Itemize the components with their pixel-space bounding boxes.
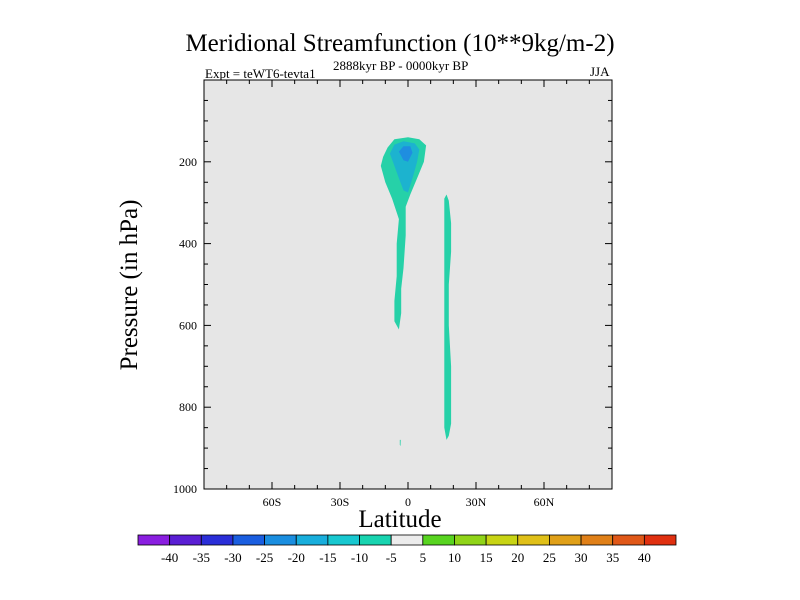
colorbar-swatch [390, 534, 424, 546]
x-tick-label: 30S [331, 495, 350, 509]
colorbar-swatch [359, 534, 392, 546]
colorbar-swatch [454, 534, 487, 546]
colorbar-swatch [485, 534, 519, 546]
contour-surface-sliver [399, 439, 401, 447]
colorbar-label: 30 [575, 550, 588, 565]
x-axis-label: Latitude [358, 506, 442, 533]
colorbar-label: -5 [386, 550, 397, 565]
x-tick-label: 30N [466, 495, 487, 509]
colorbar: -40 -35 -30 -25 -20 -15 -10 -5 5 10 15 20 25 30 35 40 [137, 534, 677, 565]
colorbar-swatch [327, 534, 360, 546]
contour-regions [380, 137, 452, 447]
x-tick-label: 60N [534, 495, 555, 509]
colorbar-swatch [549, 534, 582, 546]
y-tick-label: 1000 [173, 482, 197, 496]
chart-title: Meridional Streamfunction (10**9kg/m-2) [185, 30, 615, 57]
colorbar-label: 10 [448, 550, 461, 565]
colorbar-swatch [232, 534, 265, 546]
axis-ticks: 60S 30S 0 30N 60N 200 400 600 800 1000 [173, 80, 612, 509]
colorbar-label: -40 [161, 550, 178, 565]
x-tick-label: 0 [405, 495, 411, 509]
colorbar-label: 20 [511, 550, 524, 565]
colorbar-swatch [137, 534, 171, 546]
colorbar-label: 40 [638, 550, 651, 565]
contour-southern-cell-moderate [389, 141, 420, 193]
colorbar-swatch [580, 534, 614, 546]
colorbar-label: 35 [606, 550, 619, 565]
colorbar-label: -10 [351, 550, 368, 565]
colorbar-label: -15 [319, 550, 336, 565]
colorbar-swatch [422, 534, 455, 546]
colorbar-label: -30 [224, 550, 241, 565]
colorbar-swatch [612, 534, 645, 546]
colorbar-swatch [517, 534, 550, 546]
colorbar-swatch [643, 534, 677, 546]
colorbar-swatch [295, 534, 329, 546]
x-tick-label: 60S [263, 495, 282, 509]
y-tick-label: 200 [179, 155, 197, 169]
period-label: 2888kyr BP - 0000kyr BP [333, 58, 469, 73]
colorbar-label: 5 [420, 550, 427, 565]
season-label: JJA [590, 64, 610, 79]
experiment-label: Expt = teWT6-tevta1 [205, 66, 316, 81]
contour-northern-thin-cell [444, 194, 452, 440]
colorbar-label: 15 [480, 550, 493, 565]
colorbar-label: -20 [288, 550, 305, 565]
colorbar-label: -25 [256, 550, 273, 565]
contour-southern-cell-weak [380, 137, 427, 330]
colorbar-label: 25 [543, 550, 556, 565]
y-tick-label: 600 [179, 318, 197, 332]
y-tick-label: 400 [179, 237, 197, 251]
colorbar-swatch [169, 534, 202, 546]
colorbar-swatch [200, 534, 234, 546]
colorbar-label: -35 [193, 550, 210, 565]
y-tick-label: 800 [179, 400, 197, 414]
contour-southern-cell-core [398, 146, 413, 162]
colorbar-swatch [264, 534, 297, 546]
